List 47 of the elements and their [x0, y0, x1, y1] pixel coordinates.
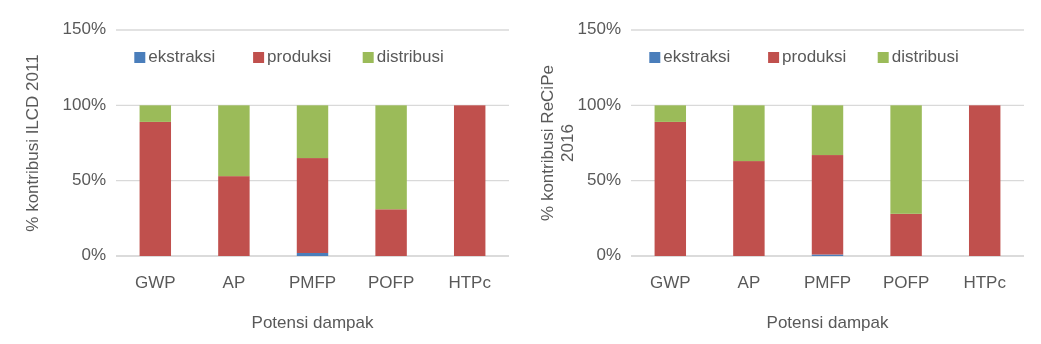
legend-label: distribusi: [376, 47, 444, 67]
x-tick-label: GWP: [135, 273, 176, 292]
y-tick-label: 0%: [81, 245, 106, 265]
x-tick-label: HTPc: [963, 273, 1007, 292]
legend-label: ekstraksi: [148, 47, 216, 67]
y-axis-title: % kontribusi ILCD 2011: [23, 54, 43, 232]
bar: [218, 176, 250, 256]
legend-label: produksi: [267, 47, 332, 67]
legend-label: produksi: [782, 47, 847, 67]
x-tick-label: POFP: [367, 273, 415, 292]
bar: [890, 105, 922, 214]
x-tick-label: GWP: [650, 273, 691, 292]
x-tick-label: AP: [222, 273, 246, 292]
x-axis-title: Potensi dampak: [766, 313, 889, 332]
y-axis-title: % kontribusi ReCiPe 2016: [538, 65, 578, 221]
bar: [890, 213, 922, 256]
bar: [375, 105, 407, 210]
x-tick-label: HTPc: [448, 273, 492, 292]
bar: [139, 105, 172, 122]
bar: [654, 105, 687, 122]
bar: [968, 105, 1001, 256]
bar: [654, 121, 687, 256]
bar: [375, 209, 407, 256]
bar: [733, 161, 765, 256]
y-tick-label: 50%: [71, 170, 106, 190]
bar: [733, 105, 765, 162]
legend-label: ekstraksi: [663, 47, 731, 67]
x-tick-label: POFP: [882, 273, 930, 292]
bar: [453, 105, 486, 256]
bar: [218, 105, 250, 177]
y-tick-label: 0%: [596, 245, 621, 265]
bar: [296, 158, 329, 253]
y-tick-label: 50%: [586, 170, 621, 190]
x-axis-title: Potensi dampak: [251, 313, 374, 332]
x-tick-label: AP: [737, 273, 761, 292]
y-tick-label: 100%: [577, 94, 621, 114]
bar: [811, 105, 844, 156]
bar: [811, 155, 844, 255]
x-tick-label: PMFP: [288, 273, 337, 292]
legend-label: distribusi: [891, 47, 959, 67]
y-tick-label: 150%: [62, 19, 106, 39]
y-tick-label: 100%: [62, 94, 106, 114]
bar: [139, 121, 172, 256]
y-tick-label: 150%: [577, 19, 621, 39]
bar: [296, 105, 329, 159]
bar: [296, 252, 329, 256]
x-tick-label: PMFP: [803, 273, 852, 292]
